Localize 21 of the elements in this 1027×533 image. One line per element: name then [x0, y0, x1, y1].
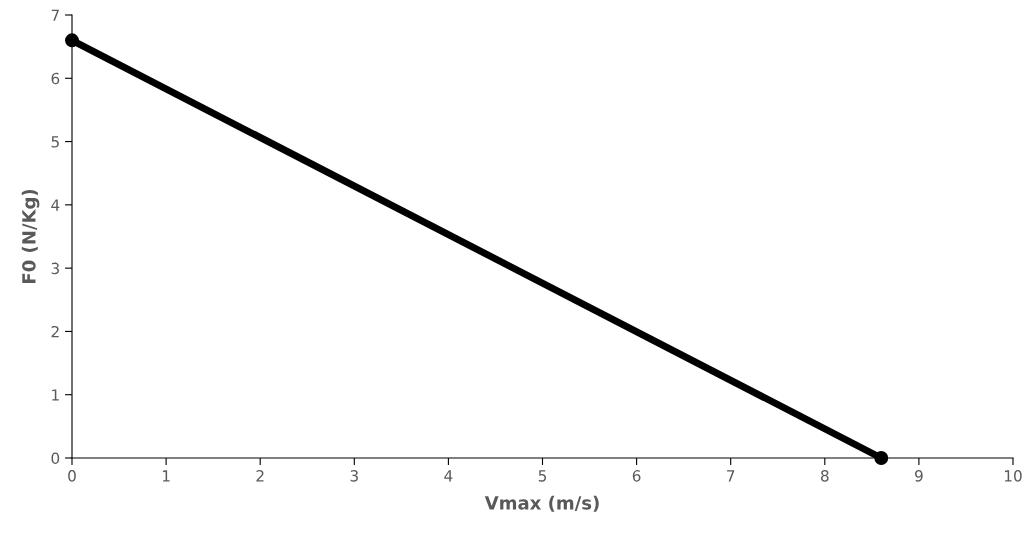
x-tick-label: 8 — [820, 470, 829, 482]
x-tick-label: 2 — [256, 470, 264, 482]
y-axis-title: F0 (N/Kg) — [21, 189, 40, 283]
y-tick-label: 3 — [51, 262, 59, 275]
x-tick-label: 9 — [915, 470, 923, 482]
x-tick-label: 3 — [350, 470, 358, 482]
x-tick-label: 5 — [538, 470, 547, 482]
y-tick-label: 5 — [51, 136, 59, 148]
x-tick-label: 7 — [727, 470, 735, 482]
x-tick-label: 6 — [632, 470, 641, 482]
y-tick-label: 4 — [51, 199, 60, 211]
y-tick-label: 1 — [52, 389, 59, 401]
x-tick-label: 1 — [162, 470, 170, 482]
x-tick-label: 4 — [444, 470, 453, 482]
x-tick-label: 0 — [68, 470, 76, 482]
y-tick-label: 7 — [51, 9, 59, 21]
y-tick-label: 6 — [51, 72, 60, 85]
x-tick-label: 10 — [1004, 470, 1022, 482]
x-axis-title: Vmax (m/s) — [484, 495, 599, 512]
y-tick-label: 2 — [51, 325, 59, 338]
y-tick-label: 0 — [51, 452, 60, 465]
